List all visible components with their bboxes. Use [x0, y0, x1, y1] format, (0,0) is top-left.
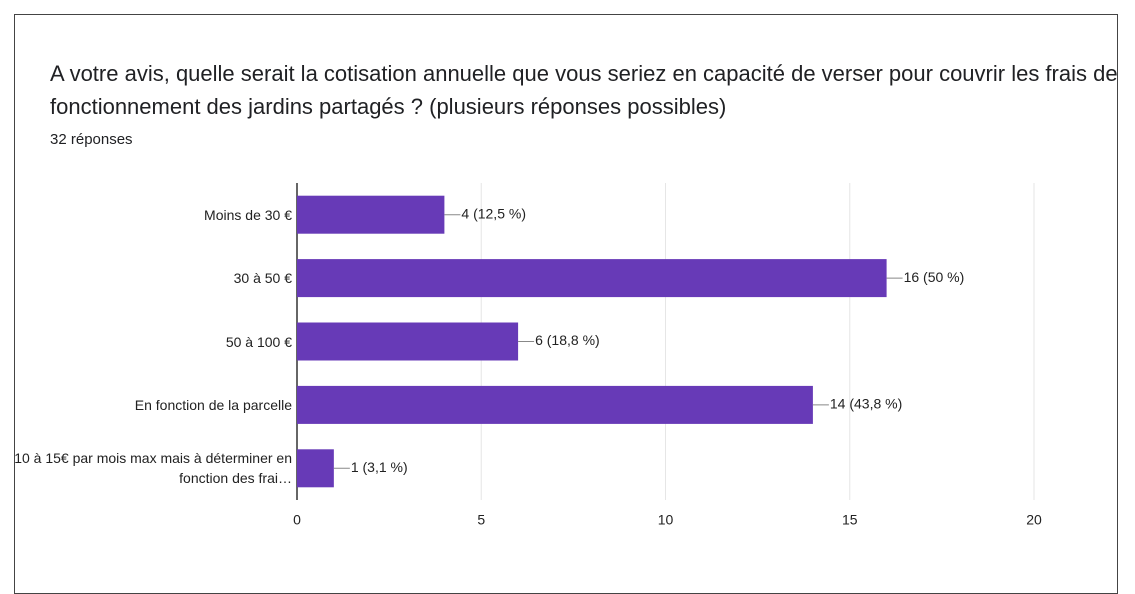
y-tick-label: 30 à 50 € [233, 270, 292, 287]
bar [297, 385, 813, 424]
value-label: 4 (12,5 %) [461, 205, 526, 221]
y-tick-label: Moins de 30 € [204, 206, 292, 223]
chart-title: A votre avis, quelle serait la cotisatio… [50, 61, 1118, 119]
x-tick-label: 0 [293, 512, 301, 528]
value-label: 6 (18,8 %) [535, 332, 600, 348]
x-tick-label: 20 [1026, 512, 1042, 528]
bar [297, 259, 887, 298]
bar [297, 322, 519, 361]
y-tick-label: 10 à 15€ par mois max mais à déterminer … [14, 450, 292, 487]
x-tick-label: 5 [477, 512, 485, 528]
bar [297, 449, 334, 488]
chart-subtitle: 32 réponses [50, 131, 133, 148]
value-label: 16 (50 %) [904, 269, 965, 285]
y-tick-label: En fonction de la parcelle [134, 396, 292, 413]
y-tick-label: 50 à 100 € [225, 333, 292, 350]
bar [297, 195, 445, 234]
x-tick-label: 15 [842, 512, 858, 528]
value-label: 14 (43,8 %) [830, 396, 902, 412]
value-label: 1 (3,1 %) [351, 459, 408, 475]
x-tick-label: 10 [658, 512, 674, 528]
